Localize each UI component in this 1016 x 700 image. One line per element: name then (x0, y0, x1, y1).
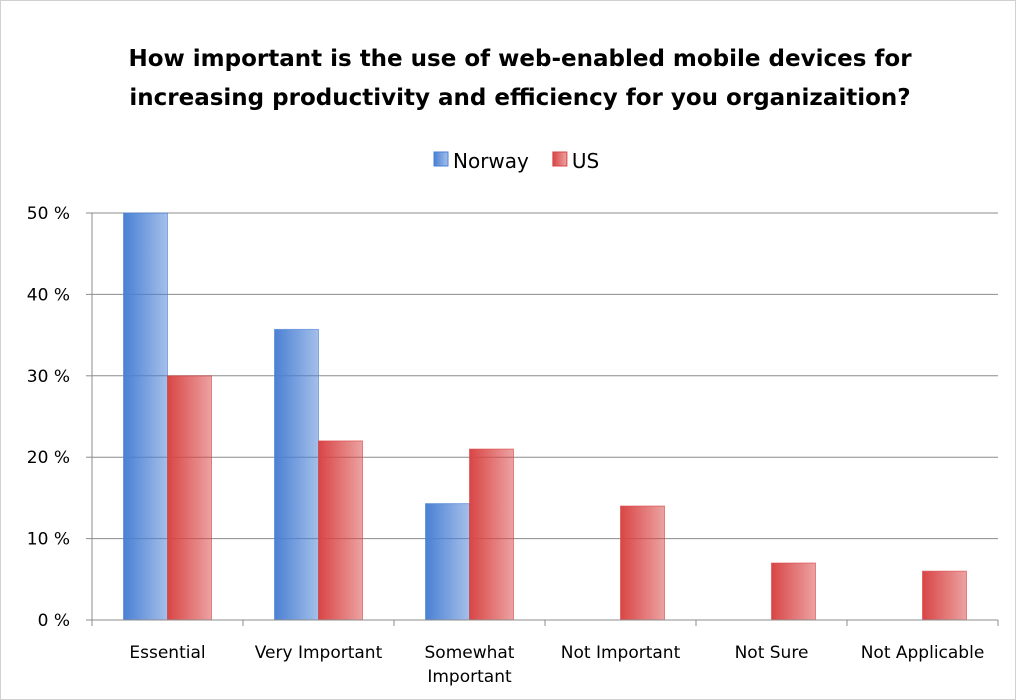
y-tick-label: 30 % (27, 367, 70, 387)
legend-label: US (572, 149, 599, 173)
y-tick-label: 40 % (27, 285, 70, 305)
bar (469, 448, 514, 621)
bar (771, 562, 816, 621)
bar (123, 212, 168, 621)
bar (425, 503, 470, 621)
bar (318, 440, 363, 621)
x-tick-label: Somewhat Important (425, 643, 515, 687)
x-tick-label: Not Sure (735, 643, 809, 663)
y-tick-label: 0 % (38, 611, 70, 631)
legend-label: Norway (453, 149, 529, 173)
bar (620, 505, 665, 621)
legend-swatch (433, 151, 449, 167)
legend-swatch (552, 151, 568, 167)
bar (167, 375, 212, 621)
bar (274, 328, 319, 621)
chart-title: How important is the use of web-enabled … (128, 46, 912, 111)
y-tick-label: 10 % (27, 530, 70, 550)
x-tick-label: Not Important (561, 643, 681, 663)
y-tick-label: 50 % (27, 204, 70, 224)
y-tick-label: 20 % (27, 448, 70, 468)
x-tick-label: Very Important (255, 643, 383, 663)
bar (922, 570, 967, 621)
x-tick-label: Essential (129, 643, 205, 663)
x-tick-label: Not Applicable (861, 643, 985, 663)
